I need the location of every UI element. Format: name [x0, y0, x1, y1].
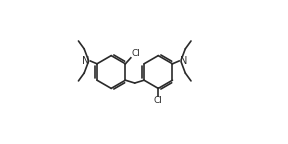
Text: N: N — [180, 56, 188, 66]
Text: Cl: Cl — [154, 96, 163, 105]
Text: N: N — [82, 56, 89, 66]
Text: Cl: Cl — [131, 49, 140, 57]
